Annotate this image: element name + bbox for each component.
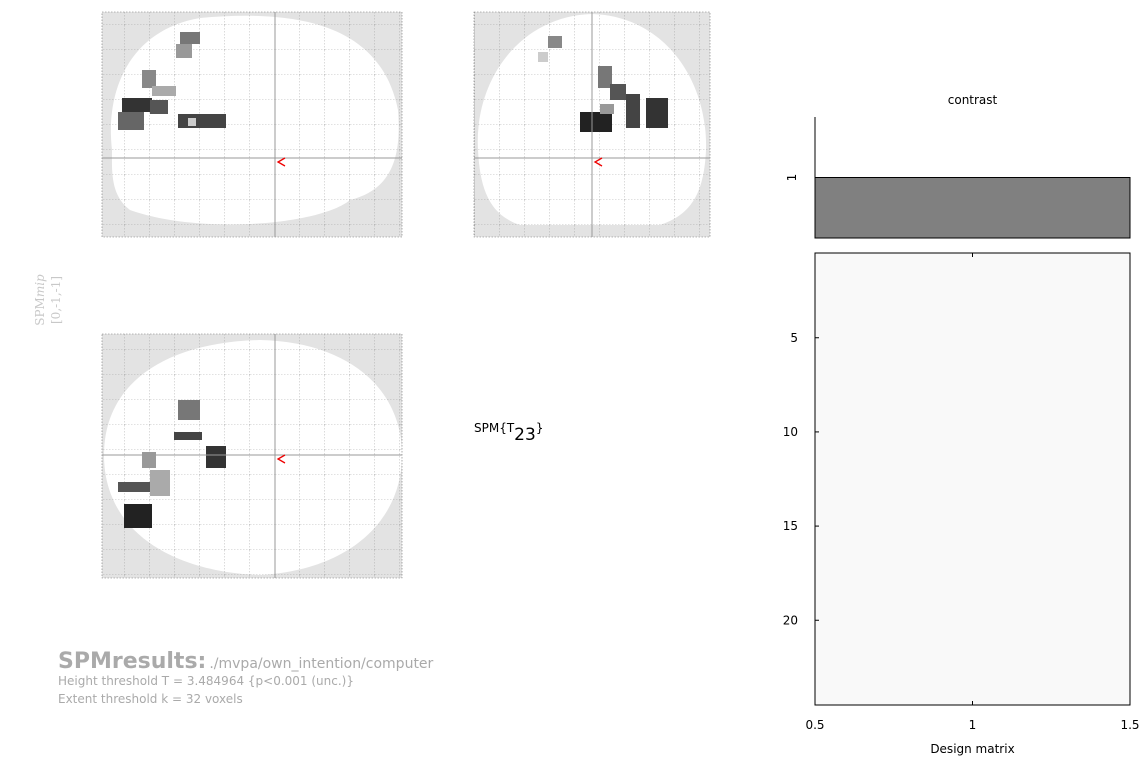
statistic-prefix: SPM{T (474, 421, 515, 435)
spm-results-window: SPMmip [0,-1,-1] SPM{T23} SPMresults:./m… (0, 0, 1145, 762)
design-matrix (815, 253, 1130, 705)
statistic-suffix: } (536, 421, 544, 435)
extent-threshold: Extent threshold k = 32 voxels (58, 692, 243, 706)
results-path: ./mvpa/own_intention/computer (209, 656, 433, 672)
body: SPMmip [0,-1,-1] SPM{T23} SPMresults:./m… (0, 0, 1145, 762)
results-header: SPMresults:./mvpa/own_intention/computer (58, 649, 434, 674)
glass-brain-axial (102, 334, 402, 578)
y-tick-label: 10 (783, 425, 798, 439)
contrast-bar (815, 178, 1130, 239)
statistic-df: 23 (514, 425, 536, 445)
mip-title-italic: mip (33, 274, 47, 297)
y-tick-label: 15 (783, 519, 798, 533)
height-threshold: Height threshold T = 3.484964 {p<0.001 (… (58, 674, 354, 688)
svg-text:SPMmip: SPMmip (33, 274, 47, 326)
y-tick-label: 1 (785, 174, 799, 182)
x-axis-label: Design matrix (930, 742, 1014, 756)
mip-coords: [0,-1,-1] (49, 276, 63, 324)
x-tick-label: 1 (969, 718, 977, 732)
page: {"mip_label": {"title": "SPM", "title_it… (0, 0, 1145, 762)
statistic-label: SPM{T23} (474, 421, 543, 445)
results-title: SPMresults: (58, 649, 206, 674)
x-tick-label: 1.5 (1120, 718, 1139, 732)
mip-title: SPM (33, 297, 47, 326)
mip-label: SPMmip [0,-1,-1] (33, 274, 63, 326)
chart-title: contrast (948, 93, 998, 107)
y-tick-label: 5 (790, 331, 798, 345)
glass-brain-sagittal (102, 12, 402, 237)
y-tick-label: 20 (783, 613, 798, 627)
x-tick-label: 0.5 (805, 718, 824, 732)
glass-brain-coronal (474, 12, 710, 237)
